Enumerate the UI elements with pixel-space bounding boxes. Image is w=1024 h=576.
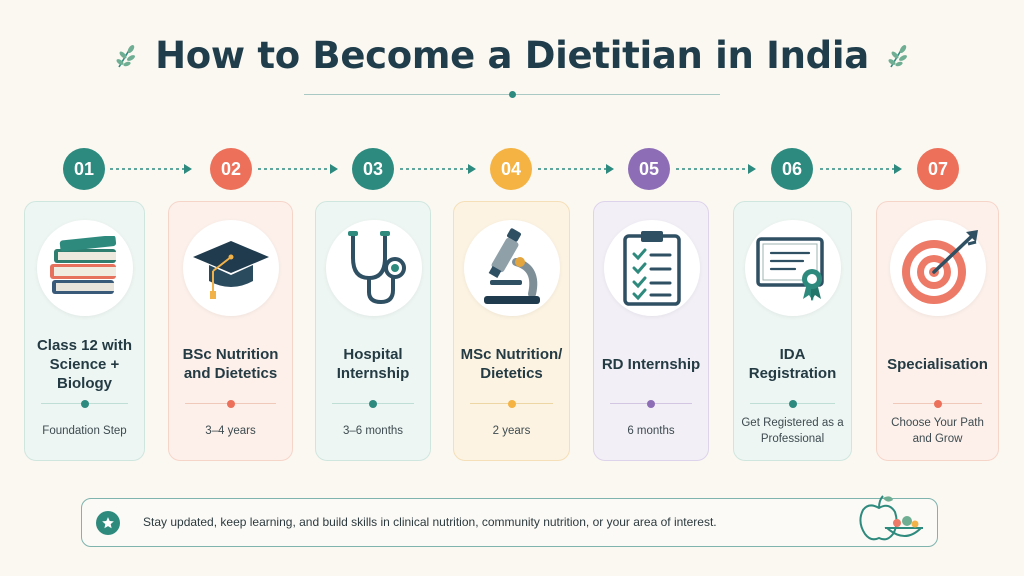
connector-arrow	[258, 164, 338, 174]
step-number-6: 06	[771, 148, 813, 190]
footer-note-box: Stay updated, keep learning, and build s…	[81, 495, 938, 547]
star-icon	[96, 511, 120, 535]
step-title: Specialisation	[887, 355, 988, 373]
card-divider	[893, 400, 982, 408]
step-duration: 3–6 months	[342, 425, 404, 437]
connector-arrow	[110, 164, 192, 174]
step-card-5: RD Internship 6 months	[593, 201, 709, 461]
target-icon	[902, 230, 978, 304]
connector-arrow	[400, 164, 476, 174]
books-icon	[50, 236, 117, 294]
card-divider	[470, 400, 553, 408]
step-duration: Choose Your Path and Grow	[891, 417, 984, 445]
clipboard-icon	[623, 231, 681, 306]
step-card-4: MSc Nutrition/ Dietetics 2 years	[453, 201, 570, 461]
card-divider	[750, 400, 835, 408]
title-divider	[304, 91, 720, 98]
step-card-3: Hospital Internship 3–6 months	[315, 201, 431, 461]
connector-arrow	[538, 164, 614, 174]
connector-arrow	[820, 164, 902, 174]
card-divider	[610, 400, 692, 408]
step-title: MSc Nutrition/ Dietetics	[460, 346, 563, 382]
icon-circle	[745, 220, 841, 316]
step-card-2: BSc Nutrition and Dietetics 3–4 years	[168, 201, 293, 461]
step-number-1: 01	[63, 148, 105, 190]
icon-circle	[464, 220, 560, 316]
leaf-sprig-icon	[888, 44, 907, 67]
graduation-cap-icon	[193, 241, 269, 299]
step-duration: 3–4 years	[205, 425, 256, 437]
connector-arrow	[676, 164, 756, 174]
apple-bowl-icon	[859, 495, 923, 541]
stethoscope-icon	[348, 231, 406, 305]
step-duration: 6 months	[627, 425, 675, 437]
step-number-5: 05	[628, 148, 670, 190]
card-divider	[185, 400, 276, 408]
page-title: How to Become a Dietitian in India	[155, 34, 869, 77]
step-title: IDA Registration	[748, 346, 837, 382]
icon-circle	[326, 220, 422, 316]
icon-circle	[604, 220, 700, 316]
certificate-icon	[756, 237, 824, 301]
step-number-2: 02	[210, 148, 252, 190]
step-title: Hospital Internship	[336, 346, 410, 382]
step-number-4: 04	[490, 148, 532, 190]
step-duration: 2 years	[492, 425, 531, 437]
step-duration: Get Registered as a Professional	[741, 417, 844, 445]
step-number-3: 03	[352, 148, 394, 190]
footer-text: Stay updated, keep learning, and build s…	[143, 515, 717, 529]
step-title: RD Internship	[601, 355, 701, 373]
step-duration: Foundation Step	[42, 425, 127, 437]
leaf-sprig-icon	[116, 44, 136, 67]
step-card-7: Specialisation Choose Your Path and Grow	[876, 201, 999, 461]
icon-circle	[890, 220, 986, 316]
step-card-1: Class 12 with Science + Biology Foundati…	[24, 201, 145, 461]
step-title: BSc Nutrition and Dietetics	[182, 346, 279, 382]
microscope-icon	[484, 228, 540, 304]
icon-circle	[37, 220, 133, 316]
card-divider	[41, 400, 128, 408]
step-title: Class 12 with Science + Biology	[36, 336, 133, 392]
title-block: How to Become a Dietitian in India	[0, 34, 1024, 77]
icon-circle	[183, 220, 279, 316]
step-number-7: 07	[917, 148, 959, 190]
step-card-6: IDA Registration Get Registered as a Pro…	[733, 201, 852, 461]
card-divider	[332, 400, 414, 408]
